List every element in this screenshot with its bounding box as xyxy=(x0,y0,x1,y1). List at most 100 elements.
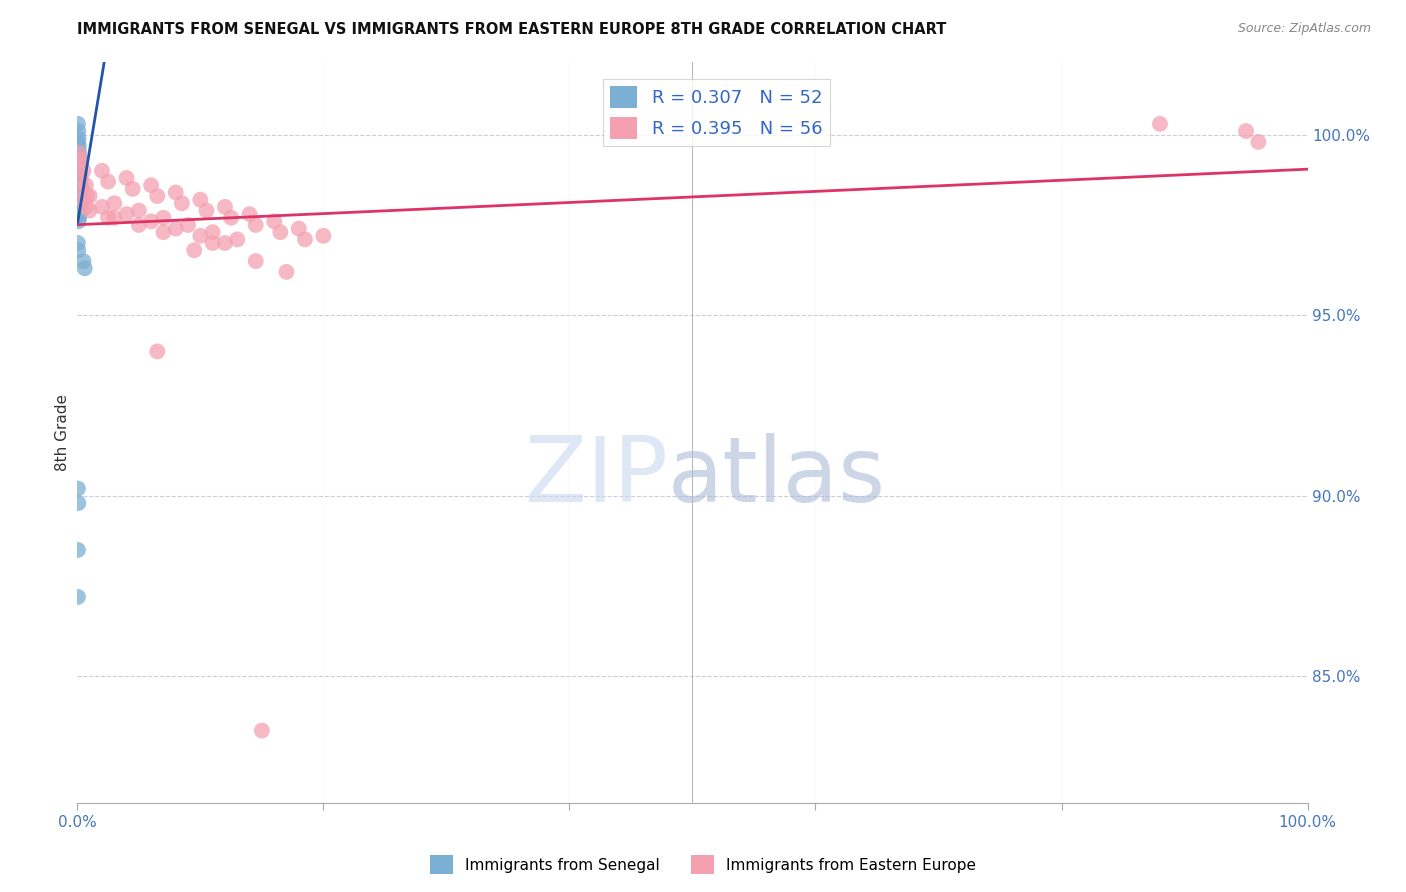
Point xyxy=(1234,124,1257,138)
Point xyxy=(214,235,236,250)
Point xyxy=(67,160,90,174)
Point xyxy=(69,200,91,214)
Point xyxy=(128,218,150,232)
Point xyxy=(165,221,187,235)
Point xyxy=(201,235,224,250)
Point xyxy=(66,200,89,214)
Point xyxy=(67,153,90,167)
Text: ZIP: ZIP xyxy=(524,433,668,521)
Text: IMMIGRANTS FROM SENEGAL VS IMMIGRANTS FROM EASTERN EUROPE 8TH GRADE CORRELATION : IMMIGRANTS FROM SENEGAL VS IMMIGRANTS FR… xyxy=(77,22,946,37)
Point xyxy=(72,163,94,178)
Point xyxy=(152,211,174,225)
Point xyxy=(69,207,91,221)
Point xyxy=(69,186,91,200)
Point xyxy=(75,200,97,214)
Point xyxy=(67,186,90,200)
Point xyxy=(70,171,93,186)
Point xyxy=(141,214,163,228)
Point xyxy=(69,182,91,196)
Point xyxy=(69,175,91,189)
Legend: Immigrants from Senegal, Immigrants from Eastern Europe: Immigrants from Senegal, Immigrants from… xyxy=(425,849,981,880)
Point xyxy=(67,138,90,153)
Point xyxy=(214,200,236,214)
Point xyxy=(146,189,169,203)
Point xyxy=(67,175,90,189)
Point xyxy=(67,244,90,258)
Point xyxy=(201,225,224,239)
Point xyxy=(66,543,89,558)
Point xyxy=(72,254,94,268)
Point xyxy=(76,189,98,203)
Point xyxy=(69,189,91,203)
Point xyxy=(66,117,89,131)
Point xyxy=(69,168,91,182)
Point xyxy=(67,214,90,228)
Point xyxy=(165,186,187,200)
Point xyxy=(312,228,335,243)
Point xyxy=(245,254,267,268)
Point xyxy=(72,193,94,207)
Point xyxy=(276,265,298,279)
Point xyxy=(66,135,89,149)
Point xyxy=(66,182,89,196)
Point xyxy=(67,196,90,211)
Point xyxy=(141,178,163,193)
Point xyxy=(195,203,218,218)
Point xyxy=(70,182,93,196)
Point xyxy=(66,235,89,250)
Point xyxy=(250,723,273,738)
Point xyxy=(90,200,114,214)
Point xyxy=(66,482,89,496)
Point xyxy=(67,142,90,156)
Point xyxy=(190,193,212,207)
Point xyxy=(69,153,91,167)
Point xyxy=(294,232,316,246)
Point xyxy=(66,590,89,604)
Point xyxy=(67,211,90,225)
Point xyxy=(183,244,205,258)
Point xyxy=(67,145,90,160)
Text: atlas: atlas xyxy=(668,433,886,521)
Point xyxy=(67,189,90,203)
Point xyxy=(73,261,96,276)
Point xyxy=(69,160,91,174)
Legend: R = 0.307   N = 52, R = 0.395   N = 56: R = 0.307 N = 52, R = 0.395 N = 56 xyxy=(603,78,830,146)
Point xyxy=(177,218,200,232)
Point xyxy=(1149,117,1171,131)
Point xyxy=(269,225,291,239)
Point xyxy=(69,196,91,211)
Point xyxy=(67,149,90,163)
Point xyxy=(226,232,249,246)
Point xyxy=(79,203,101,218)
Point xyxy=(67,496,90,510)
Point xyxy=(103,211,125,225)
Point xyxy=(67,168,90,182)
Y-axis label: 8th Grade: 8th Grade xyxy=(55,394,70,471)
Point xyxy=(288,221,311,235)
Point xyxy=(67,163,90,178)
Point xyxy=(75,178,97,193)
Point xyxy=(90,163,114,178)
Point xyxy=(67,131,90,145)
Point xyxy=(97,211,120,225)
Point xyxy=(69,156,91,170)
Point xyxy=(66,145,89,160)
Point xyxy=(69,203,91,218)
Point xyxy=(67,178,90,193)
Point xyxy=(190,228,212,243)
Point xyxy=(69,182,91,196)
Point xyxy=(152,225,174,239)
Point xyxy=(103,196,125,211)
Point xyxy=(115,171,138,186)
Point xyxy=(67,193,90,207)
Point xyxy=(245,218,267,232)
Point xyxy=(115,207,138,221)
Point xyxy=(67,156,90,170)
Point xyxy=(69,178,91,193)
Point xyxy=(219,211,242,225)
Point xyxy=(69,200,91,214)
Point xyxy=(70,153,93,167)
Point xyxy=(67,207,90,221)
Point xyxy=(69,193,91,207)
Point xyxy=(1247,135,1270,149)
